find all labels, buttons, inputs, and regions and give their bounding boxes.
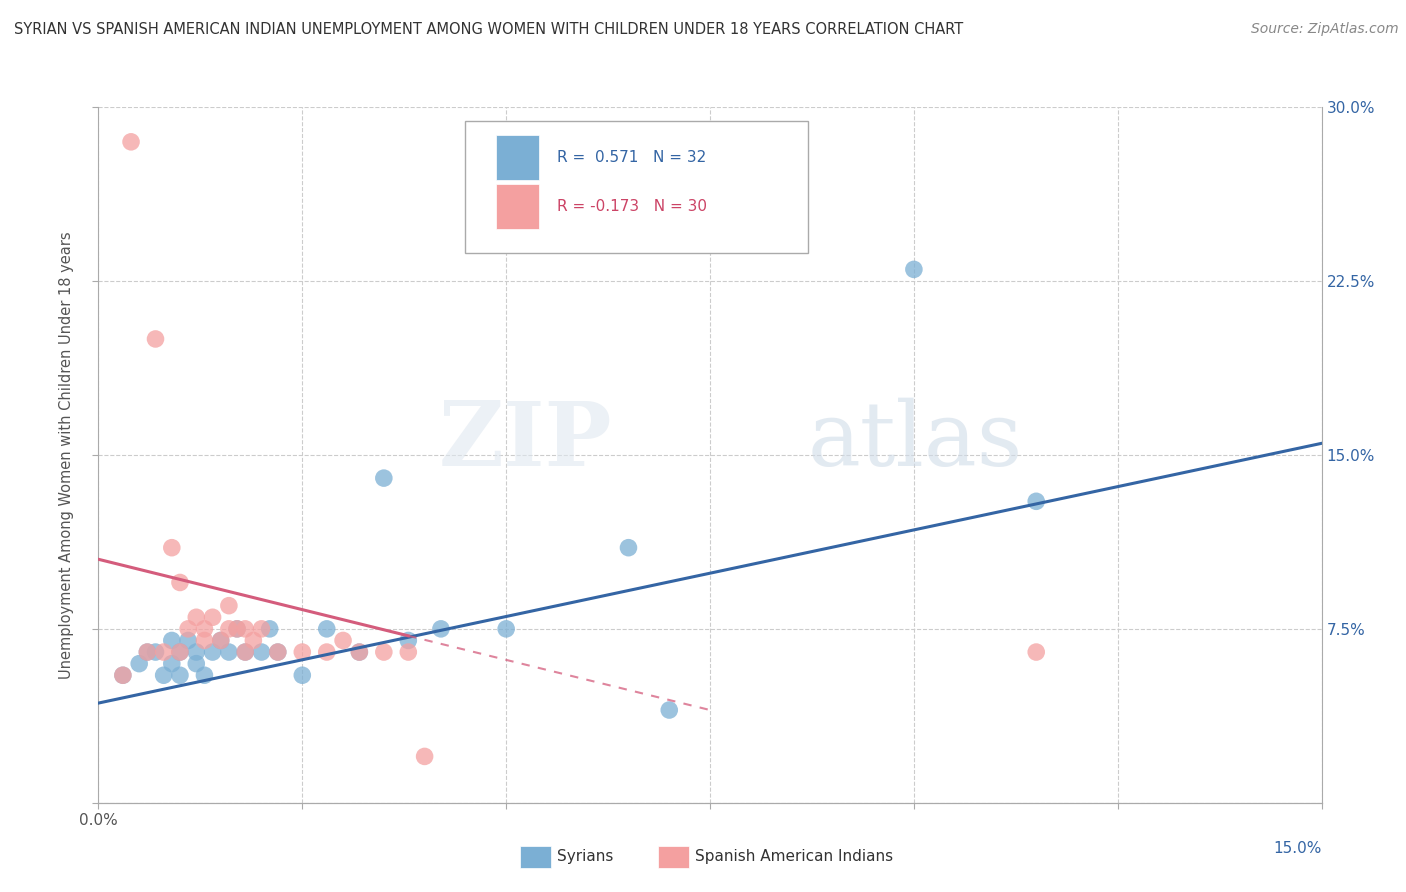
Point <box>201 645 224 659</box>
Bar <box>496 184 538 228</box>
Point <box>349 645 371 659</box>
Point <box>242 633 264 648</box>
Point <box>233 645 256 659</box>
Point <box>291 645 314 659</box>
Point <box>233 645 256 659</box>
Point <box>315 645 337 659</box>
Point <box>193 668 215 682</box>
Point <box>128 657 150 671</box>
Point <box>186 610 208 624</box>
Point <box>193 622 215 636</box>
Point <box>169 668 191 682</box>
Point <box>120 135 142 149</box>
Point <box>201 610 224 624</box>
Text: 15.0%: 15.0% <box>1274 841 1322 856</box>
Point <box>160 657 183 671</box>
Point <box>903 262 925 277</box>
Y-axis label: Unemployment Among Women with Children Under 18 years: Unemployment Among Women with Children U… <box>59 231 75 679</box>
Point <box>267 645 290 659</box>
Point <box>430 622 453 636</box>
Bar <box>496 135 538 180</box>
Point <box>1025 645 1047 659</box>
Point <box>259 622 281 636</box>
Point <box>193 633 215 648</box>
Point <box>169 575 191 590</box>
Point <box>145 332 167 346</box>
Text: R = -0.173   N = 30: R = -0.173 N = 30 <box>557 199 707 214</box>
Point <box>250 645 273 659</box>
Point <box>658 703 681 717</box>
Point <box>218 599 240 613</box>
Text: Spanish American Indians: Spanish American Indians <box>695 849 893 863</box>
Point <box>218 622 240 636</box>
Point <box>209 633 232 648</box>
Text: R =  0.571   N = 32: R = 0.571 N = 32 <box>557 150 706 165</box>
Point <box>617 541 640 555</box>
Point <box>396 645 419 659</box>
Point <box>152 668 174 682</box>
Point <box>209 633 232 648</box>
Text: Source: ZipAtlas.com: Source: ZipAtlas.com <box>1251 22 1399 37</box>
Text: SYRIAN VS SPANISH AMERICAN INDIAN UNEMPLOYMENT AMONG WOMEN WITH CHILDREN UNDER 1: SYRIAN VS SPANISH AMERICAN INDIAN UNEMPL… <box>14 22 963 37</box>
Point <box>152 645 174 659</box>
Point <box>332 633 354 648</box>
Point <box>373 645 395 659</box>
Point <box>373 471 395 485</box>
Point <box>111 668 134 682</box>
Point <box>396 633 419 648</box>
Point <box>250 622 273 636</box>
Point <box>145 645 167 659</box>
Point <box>413 749 436 764</box>
Point <box>218 645 240 659</box>
Text: Syrians: Syrians <box>557 849 613 863</box>
Point <box>136 645 159 659</box>
Point <box>186 657 208 671</box>
Point <box>169 645 191 659</box>
Text: atlas: atlas <box>808 397 1024 484</box>
Point <box>186 645 208 659</box>
Point <box>177 633 200 648</box>
Point <box>233 622 256 636</box>
Point <box>177 622 200 636</box>
Point <box>315 622 337 636</box>
Point <box>160 633 183 648</box>
Point <box>226 622 249 636</box>
Point <box>495 622 517 636</box>
Point <box>349 645 371 659</box>
Point <box>226 622 249 636</box>
Point <box>267 645 290 659</box>
FancyBboxPatch shape <box>465 121 808 253</box>
Point <box>160 541 183 555</box>
Point <box>291 668 314 682</box>
Point <box>169 645 191 659</box>
Point <box>136 645 159 659</box>
Point <box>1025 494 1047 508</box>
Point <box>111 668 134 682</box>
Text: ZIP: ZIP <box>439 398 612 484</box>
